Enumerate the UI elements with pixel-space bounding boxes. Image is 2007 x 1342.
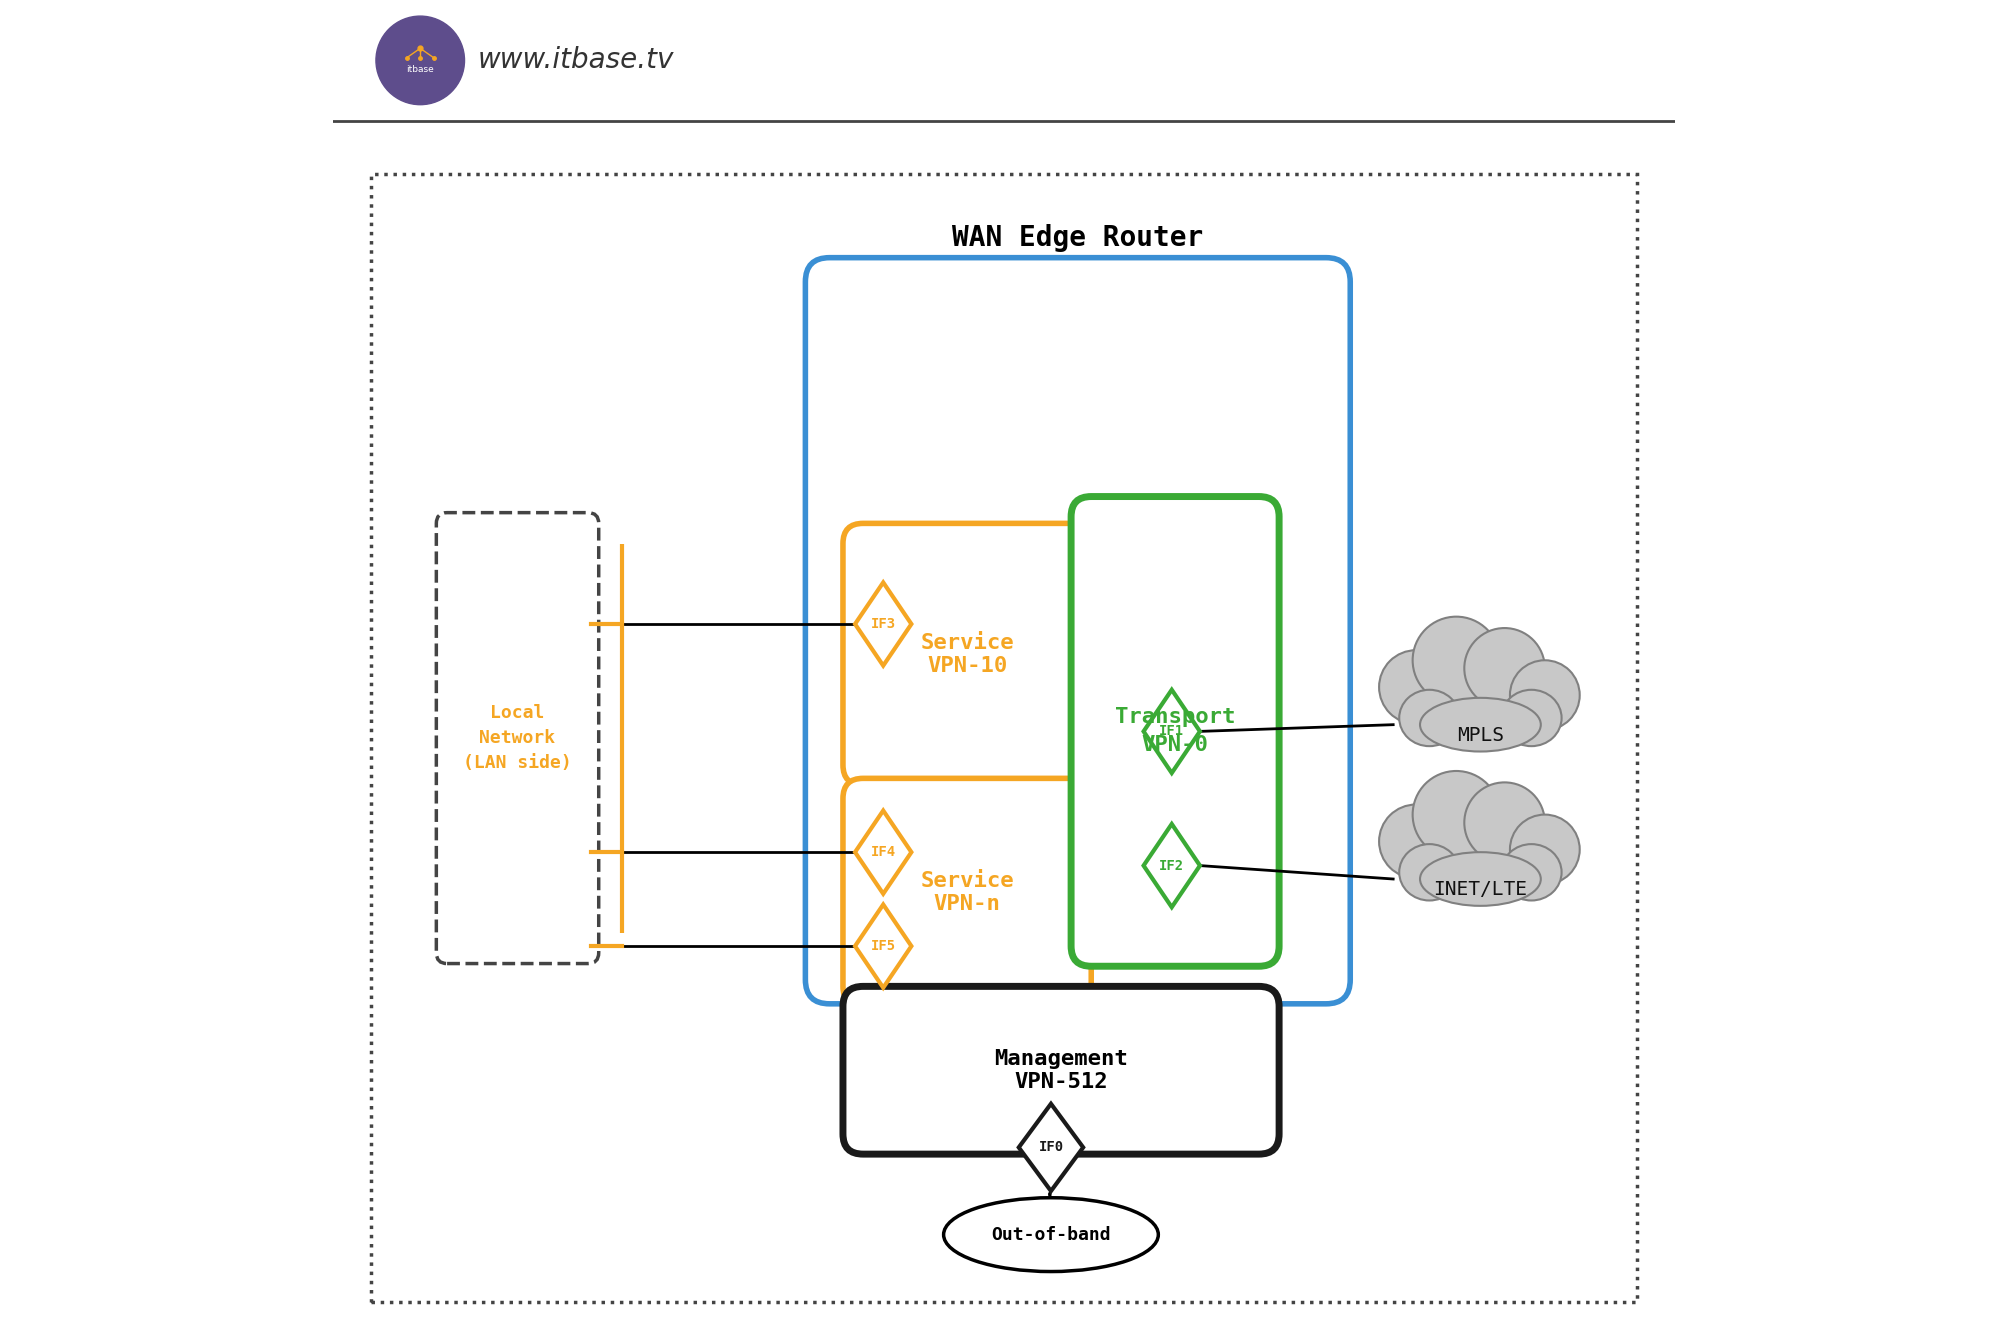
FancyBboxPatch shape [805,258,1349,1004]
FancyBboxPatch shape [436,513,598,964]
Ellipse shape [1419,698,1539,752]
Ellipse shape [1399,690,1459,746]
FancyBboxPatch shape [371,174,1636,1302]
Text: IF5: IF5 [871,939,895,953]
Text: INET/LTE: INET/LTE [1433,880,1527,899]
Polygon shape [855,905,911,988]
Text: IF4: IF4 [871,845,895,859]
Text: MPLS: MPLS [1457,726,1503,745]
Ellipse shape [1463,782,1543,863]
Text: Transport
VPN-0: Transport VPN-0 [1114,707,1234,756]
Ellipse shape [1413,770,1499,859]
Polygon shape [855,582,911,666]
FancyBboxPatch shape [843,986,1278,1154]
Text: IF0: IF0 [1038,1141,1064,1154]
Text: itbase: itbase [405,66,434,74]
Ellipse shape [1399,844,1459,900]
Polygon shape [1144,824,1200,907]
Ellipse shape [1379,804,1453,879]
Text: Local
Network
(LAN side): Local Network (LAN side) [464,705,572,772]
Text: Service
VPN-n: Service VPN-n [919,871,1014,914]
Ellipse shape [1501,690,1561,746]
Text: WAN Edge Router: WAN Edge Router [951,224,1202,252]
Polygon shape [855,811,911,894]
Text: Out-of-band: Out-of-band [991,1225,1110,1244]
Text: Service
VPN-10: Service VPN-10 [919,632,1014,676]
Text: IF1: IF1 [1158,725,1184,738]
Ellipse shape [943,1198,1158,1272]
Text: IF2: IF2 [1158,859,1184,872]
Ellipse shape [1379,650,1453,725]
Ellipse shape [1501,844,1561,900]
Ellipse shape [1419,852,1539,906]
Ellipse shape [1509,660,1580,730]
Text: www.itbase.tv: www.itbase.tv [478,47,674,74]
FancyBboxPatch shape [843,778,1090,1006]
Polygon shape [1144,690,1200,773]
Ellipse shape [1463,628,1543,709]
Polygon shape [1018,1103,1082,1192]
FancyBboxPatch shape [1070,497,1278,966]
Circle shape [375,16,464,105]
Ellipse shape [1509,815,1580,884]
Ellipse shape [1413,617,1499,703]
Text: IF3: IF3 [871,617,895,631]
FancyBboxPatch shape [843,523,1090,785]
Text: Management
VPN-512: Management VPN-512 [993,1048,1128,1092]
